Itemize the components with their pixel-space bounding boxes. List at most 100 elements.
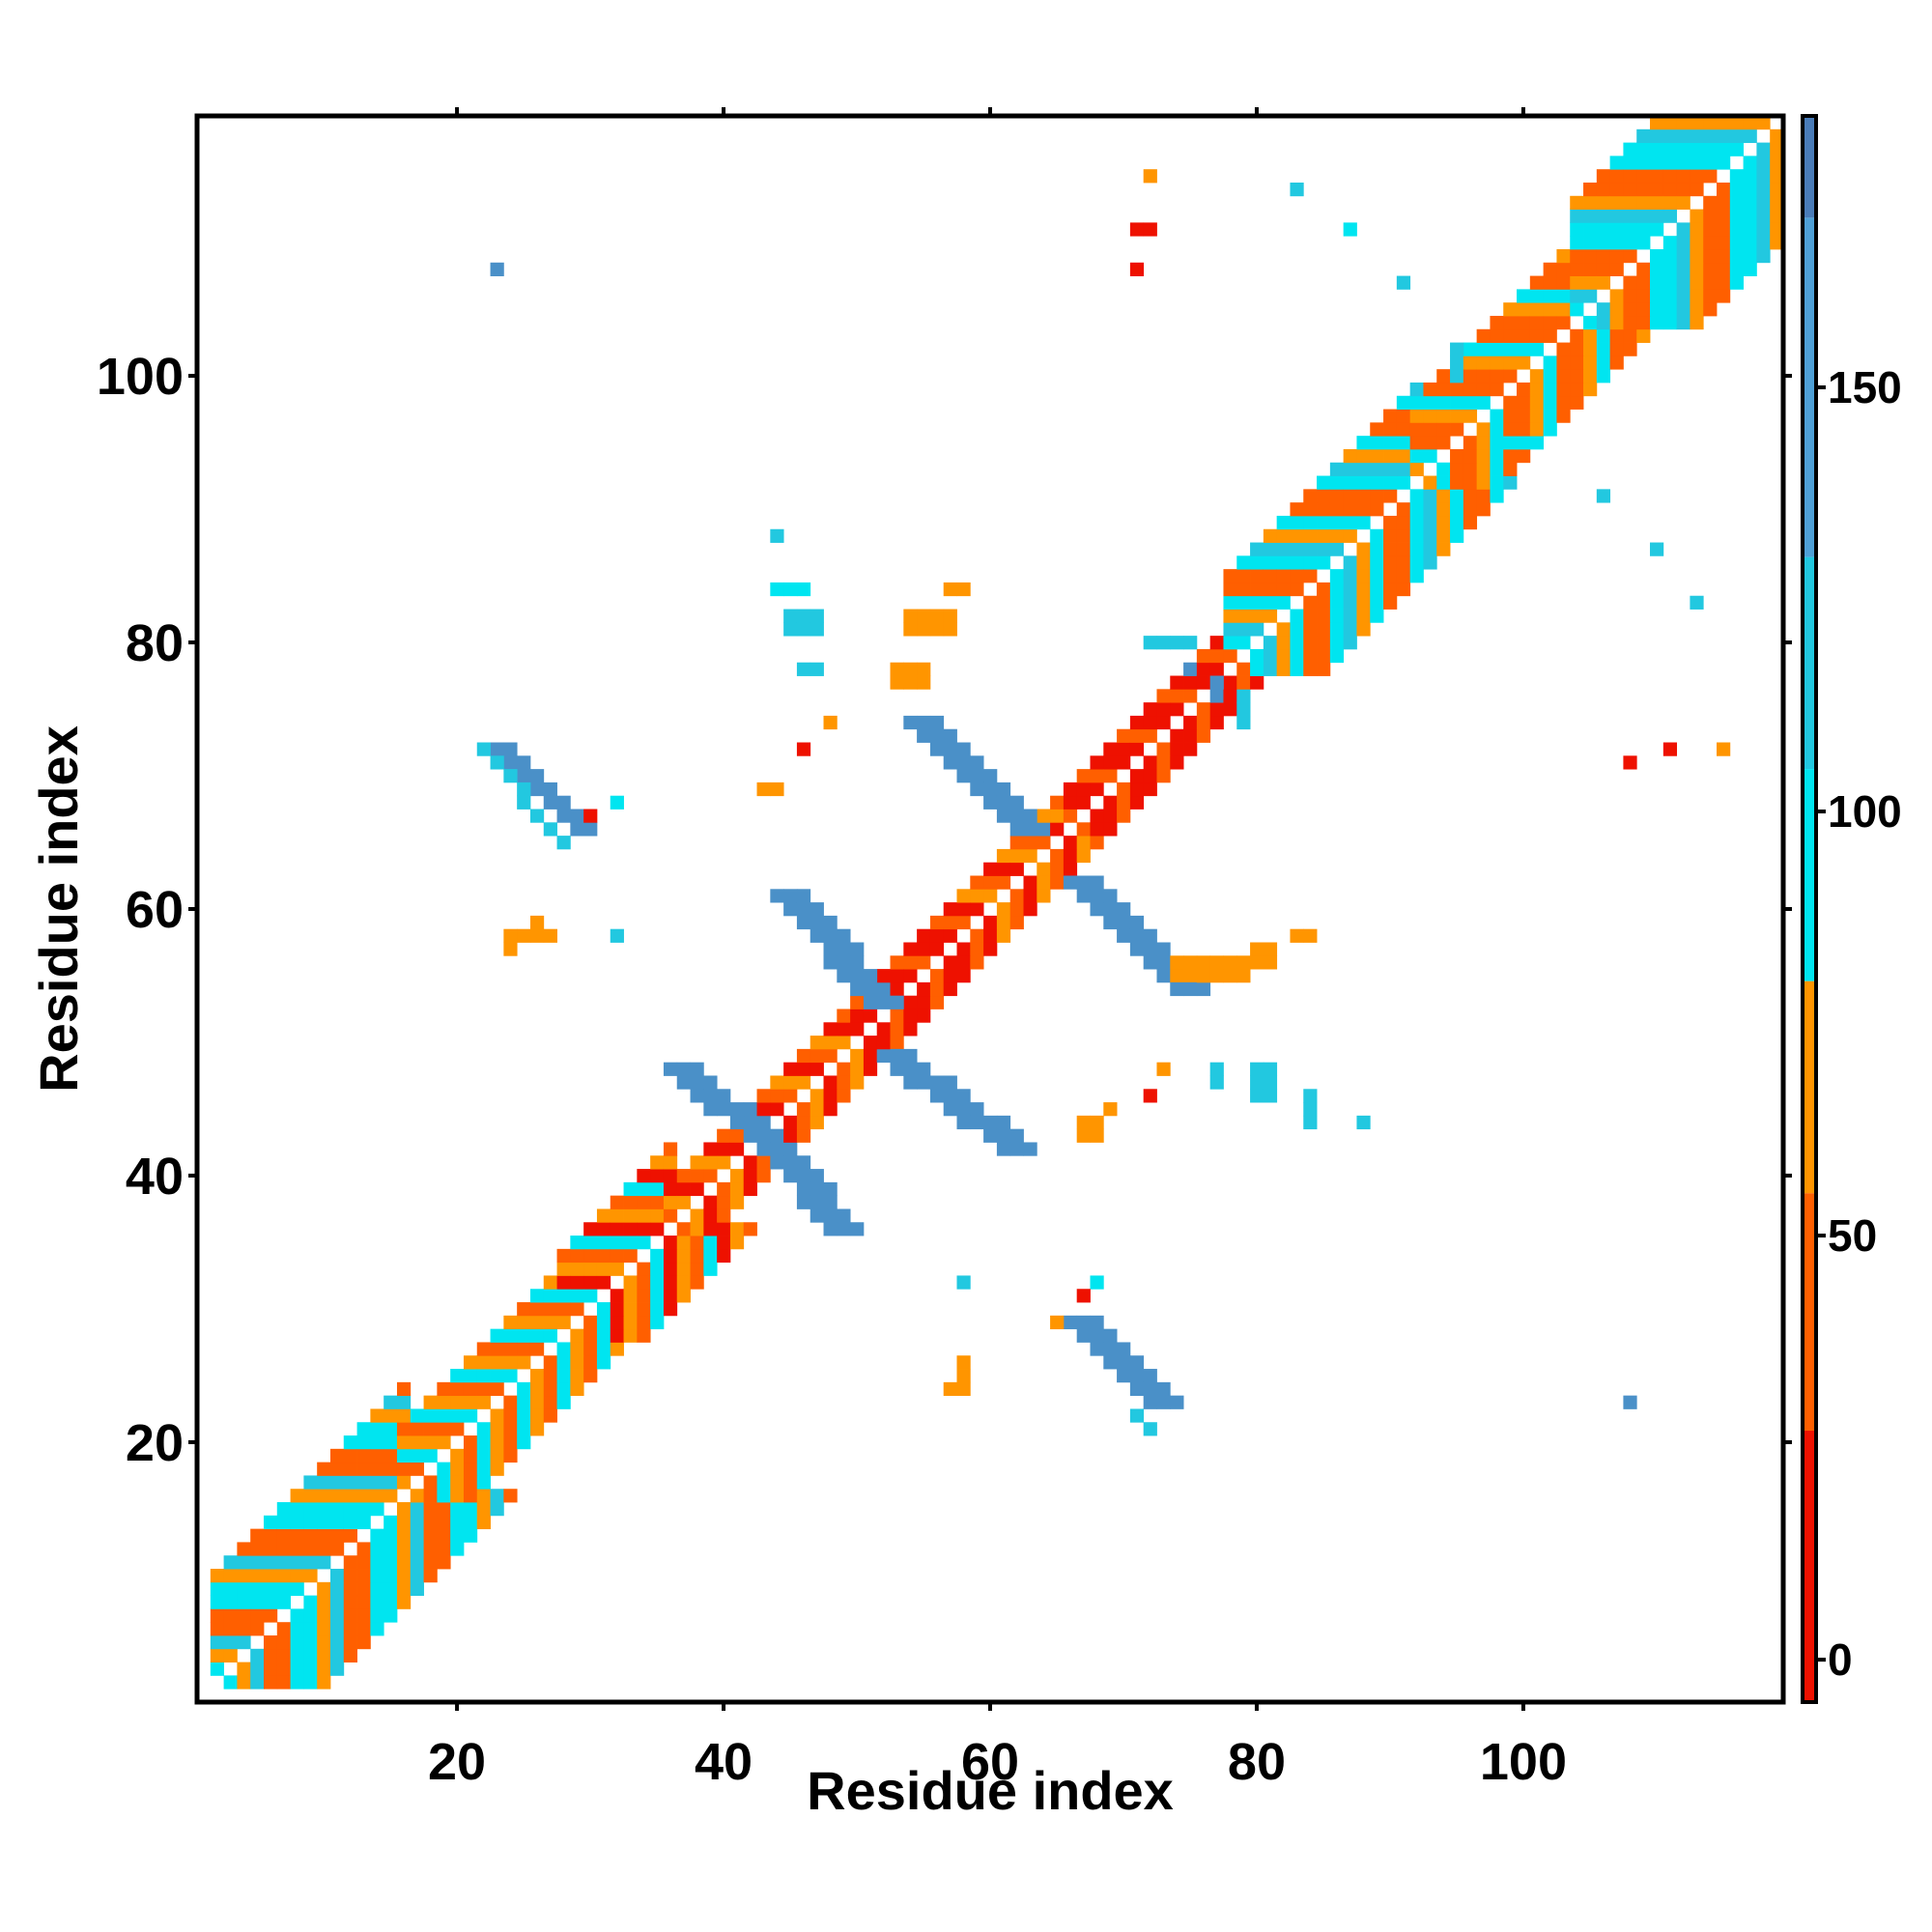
- heatmap-cell: [876, 969, 891, 983]
- heatmap-cell: [1409, 555, 1424, 570]
- heatmap-cell: [676, 1062, 691, 1076]
- heatmap-cell: [356, 1622, 371, 1636]
- heatmap-cell: [263, 1555, 278, 1570]
- heatmap-cell: [956, 902, 971, 917]
- heatmap-cell: [690, 1062, 704, 1076]
- heatmap-cell: [450, 1462, 465, 1476]
- heatmap-cell: [1343, 528, 1357, 543]
- heatmap-cell: [210, 1581, 224, 1597]
- heatmap-cell: [1303, 569, 1318, 583]
- heatmap-cell: [1583, 382, 1598, 397]
- heatmap-cell: [1583, 289, 1598, 303]
- heatmap-cell: [1543, 355, 1557, 370]
- heatmap-cell: [1290, 928, 1304, 943]
- heatmap-cell: [1583, 315, 1598, 330]
- heatmap-cell: [1770, 156, 1783, 170]
- heatmap-cell: [637, 1275, 651, 1290]
- heatmap-cell: [637, 1289, 651, 1303]
- heatmap-cell: [1250, 582, 1264, 597]
- heatmap-cell: [1650, 222, 1664, 237]
- heatmap-cell: [529, 1289, 545, 1303]
- heatmap-cell: [556, 1369, 571, 1383]
- heatmap-cell: [1623, 182, 1637, 197]
- heatmap-cell: [1290, 609, 1304, 623]
- heatmap-cell: [1503, 436, 1518, 450]
- heatmap-cell: [1729, 236, 1745, 250]
- heatmap-cell: [1690, 236, 1704, 250]
- heatmap-cell: [1729, 275, 1745, 290]
- heatmap-cell: [1609, 289, 1624, 303]
- heatmap-cell: [703, 1155, 718, 1170]
- heatmap-cell: [1623, 1395, 1637, 1409]
- heatmap-cell: [1463, 436, 1478, 450]
- heatmap-cell: [1117, 755, 1131, 770]
- heatmap-cell: [690, 1181, 704, 1197]
- heatmap-cell: [863, 995, 878, 1009]
- heatmap-cell: [1090, 1342, 1104, 1356]
- heatmap-cell: [1596, 195, 1611, 210]
- heatmap-cell: [1076, 781, 1091, 797]
- heatmap-cell: [1290, 569, 1304, 583]
- heatmap-cell: [729, 1115, 745, 1130]
- heatmap-cell: [1023, 1142, 1037, 1156]
- heatmap-cell: [1650, 156, 1664, 170]
- heatmap-cell: [650, 1248, 665, 1264]
- heatmap-cell: [410, 1408, 424, 1423]
- heatmap-cell: [903, 675, 918, 690]
- heatmap-cell: [384, 1569, 398, 1583]
- heatmap-cell: [329, 1662, 345, 1676]
- heatmap-cell: [317, 1475, 331, 1490]
- heatmap-cell: [1356, 1115, 1371, 1130]
- heatmap-cell: [384, 1595, 398, 1609]
- heatmap-cell: [423, 1555, 438, 1570]
- heatmap-cell: [556, 809, 571, 823]
- heatmap-cell: [1423, 489, 1437, 503]
- heatmap-cell: [210, 1569, 224, 1583]
- heatmap-cell: [1023, 889, 1037, 903]
- heatmap-cell: [1490, 422, 1504, 437]
- heatmap-cell: [956, 969, 971, 983]
- heatmap-cell: [1183, 675, 1198, 690]
- heatmap-cell: [1690, 209, 1704, 223]
- colorbar-tick-label: 50: [1828, 1210, 1877, 1261]
- heatmap-cell: [956, 742, 971, 756]
- heatmap-cell: [1517, 395, 1531, 410]
- heatmap-cell: [1583, 248, 1598, 264]
- heatmap-cell: [1317, 609, 1331, 623]
- heatmap-cell: [1703, 236, 1718, 250]
- heatmap-cell: [1609, 195, 1624, 210]
- heatmap-cell: [1329, 595, 1345, 610]
- heatmap-cell: [1263, 636, 1278, 650]
- heatmap-cell: [1436, 528, 1451, 543]
- heatmap-cell: [1223, 969, 1237, 983]
- heatmap-cell: [1370, 475, 1384, 490]
- heatmap-cell: [276, 1595, 291, 1609]
- heatmap-cell: [1503, 409, 1518, 423]
- heatmap-cell: [729, 1222, 745, 1236]
- heatmap-cell: [623, 1302, 638, 1317]
- heatmap-cell: [1183, 969, 1198, 983]
- heatmap-cell: [1396, 275, 1411, 290]
- heatmap-cell: [1209, 675, 1224, 690]
- heatmap-cell: [543, 1315, 557, 1330]
- heatmap-cell: [1183, 742, 1198, 756]
- heatmap-cell: [983, 1128, 998, 1143]
- heatmap-cell: [1609, 156, 1624, 170]
- heatmap-cell: [450, 1528, 465, 1543]
- heatmap-cell: [583, 1369, 598, 1383]
- heatmap-cell: [996, 781, 1011, 797]
- heatmap-cell: [490, 1435, 504, 1450]
- heatmap-cell: [810, 915, 824, 930]
- heatmap-cell: [1156, 742, 1171, 756]
- heatmap-cell: [717, 1195, 731, 1209]
- heatmap-cell: [317, 1608, 331, 1623]
- heatmap-cell: [396, 1581, 412, 1597]
- heatmap-cell: [623, 1181, 638, 1197]
- heatmap-cell: [1517, 328, 1531, 343]
- heatmap-cell: [1356, 569, 1371, 583]
- heatmap-cell: [503, 1395, 518, 1409]
- heatmap-cell: [223, 1675, 238, 1690]
- heatmap-cell: [1517, 382, 1531, 397]
- heatmap-cell: [823, 915, 838, 930]
